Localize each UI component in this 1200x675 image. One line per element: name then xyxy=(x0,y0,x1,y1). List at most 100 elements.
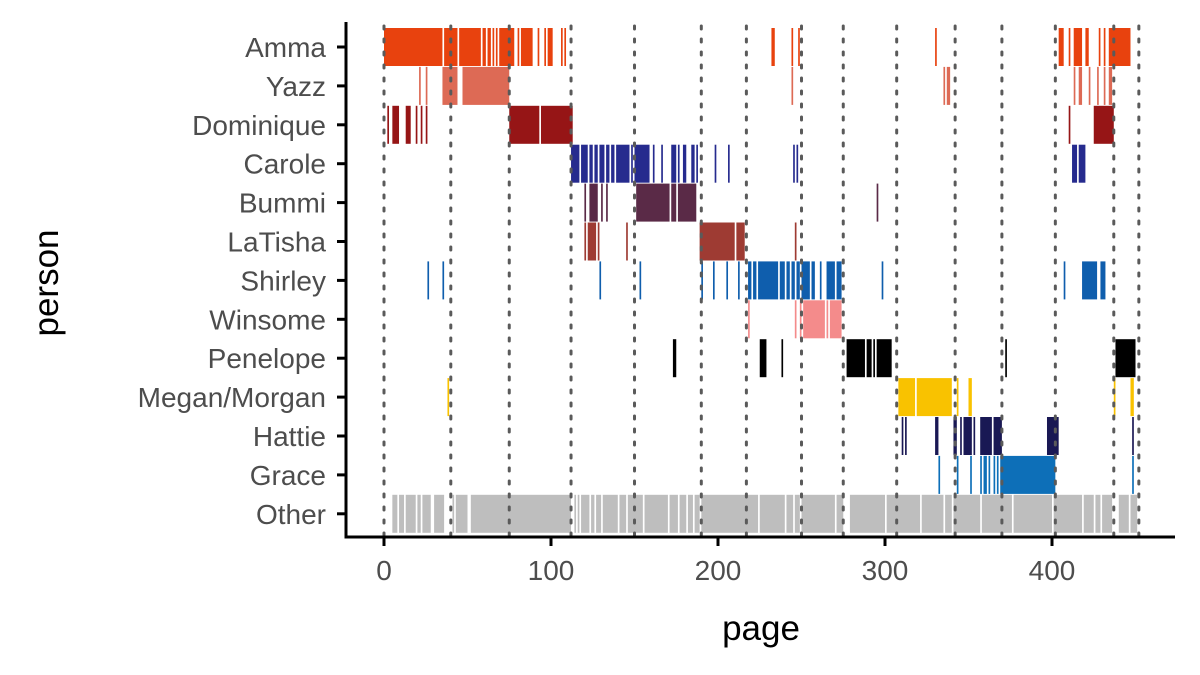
bar-winsome xyxy=(829,300,842,339)
bar-hattie xyxy=(901,417,904,455)
bar-dominique xyxy=(425,105,428,144)
bar-other xyxy=(591,494,595,533)
x-axis-title: page xyxy=(722,609,800,648)
bar-shirley xyxy=(791,261,795,300)
bar-other xyxy=(1083,494,1094,533)
bar-amma xyxy=(1073,28,1083,66)
bar-other xyxy=(392,494,398,533)
bar-dominique xyxy=(405,105,411,144)
bar-other xyxy=(849,494,885,533)
bar-bummi xyxy=(601,183,603,222)
bar-carole xyxy=(682,144,687,183)
bar-amma xyxy=(544,28,546,66)
bar-bummi xyxy=(876,183,879,222)
bar-yazz xyxy=(1108,66,1113,105)
x-tick-label: 0 xyxy=(376,555,392,586)
bar-dominique xyxy=(540,105,573,144)
bar-hattie xyxy=(993,417,1002,455)
bar-other xyxy=(836,494,844,533)
bar-carole xyxy=(589,144,593,183)
bar-other xyxy=(1130,494,1138,533)
bar-dominique xyxy=(420,105,423,144)
bar-latisha xyxy=(626,222,628,261)
y-tick-label: Grace xyxy=(250,460,326,491)
bar-other xyxy=(452,494,455,533)
y-tick-label: Shirley xyxy=(240,265,326,296)
bar-bummi xyxy=(677,183,697,222)
bar-amma xyxy=(561,28,563,66)
x-tick-label: 100 xyxy=(528,555,575,586)
bar-other xyxy=(581,494,590,533)
bar-penelope xyxy=(873,339,875,378)
bar-hattie xyxy=(980,417,992,455)
bar-carole xyxy=(796,144,799,183)
bar-amma xyxy=(1103,28,1106,66)
bars-layer xyxy=(384,28,1138,533)
bar-penelope xyxy=(781,339,784,378)
bar-latisha xyxy=(597,222,600,261)
bar-carole xyxy=(599,144,605,183)
bar-winsome xyxy=(803,300,825,339)
bar-bummi xyxy=(671,183,677,222)
bar-dominique xyxy=(1068,105,1071,144)
bar-penelope xyxy=(846,339,865,378)
y-tick-label: Hattie xyxy=(253,421,326,452)
bar-amma xyxy=(459,28,481,66)
bar-latisha xyxy=(794,222,797,261)
bar-amma xyxy=(487,28,491,66)
bar-shirley xyxy=(779,261,785,300)
bar-carole xyxy=(652,144,655,183)
bar-grace xyxy=(956,455,959,494)
y-tick-label: Other xyxy=(256,499,326,530)
bar-shirley xyxy=(748,261,752,300)
bar-dominique xyxy=(415,105,418,144)
bar-penelope xyxy=(876,339,892,378)
bar-hattie xyxy=(1132,417,1134,455)
bar-megan-morgan xyxy=(1113,378,1116,417)
bar-yazz xyxy=(946,66,951,105)
bar-carole xyxy=(1072,144,1078,183)
bar-shirley xyxy=(712,261,715,300)
bar-shirley xyxy=(599,261,602,300)
bar-hattie xyxy=(905,417,907,455)
bar-grace xyxy=(988,455,991,494)
bar-latisha xyxy=(699,222,735,261)
bar-amma xyxy=(1098,28,1101,66)
bar-dominique xyxy=(509,105,540,144)
bar-winsome xyxy=(826,300,829,339)
bar-hattie xyxy=(973,417,976,455)
bar-shirley xyxy=(726,261,729,300)
bar-yazz xyxy=(419,66,421,105)
bar-amma xyxy=(444,28,458,66)
bar-winsome xyxy=(748,300,750,339)
bar-megan-morgan xyxy=(898,378,916,417)
bar-other xyxy=(602,494,618,533)
bar-bummi xyxy=(584,183,587,222)
bar-bummi xyxy=(636,183,670,222)
y-tick-label: Carole xyxy=(244,149,326,180)
bar-amma xyxy=(495,28,498,66)
bar-amma xyxy=(791,28,794,66)
x-tick-label: 200 xyxy=(695,555,742,586)
bar-shirley xyxy=(786,261,790,300)
bar-other xyxy=(794,494,800,533)
bar-other xyxy=(1095,494,1101,533)
bar-shirley xyxy=(826,261,835,300)
bar-amma xyxy=(1058,28,1064,66)
bar-carole xyxy=(581,144,588,183)
y-tick-label: Winsome xyxy=(209,304,326,335)
bar-latisha xyxy=(736,222,745,261)
bar-yazz xyxy=(442,66,458,105)
bar-amma xyxy=(547,28,553,66)
bar-dominique xyxy=(1093,105,1114,144)
y-tick-label: Amma xyxy=(245,32,326,63)
bar-yazz xyxy=(943,66,946,105)
bar-other xyxy=(422,494,431,533)
bar-grace xyxy=(970,455,972,494)
bar-other xyxy=(921,494,944,533)
bar-penelope xyxy=(672,339,677,378)
y-tick-label: Dominique xyxy=(192,110,326,141)
bar-shirley xyxy=(1063,261,1066,300)
bar-carole xyxy=(616,144,630,183)
